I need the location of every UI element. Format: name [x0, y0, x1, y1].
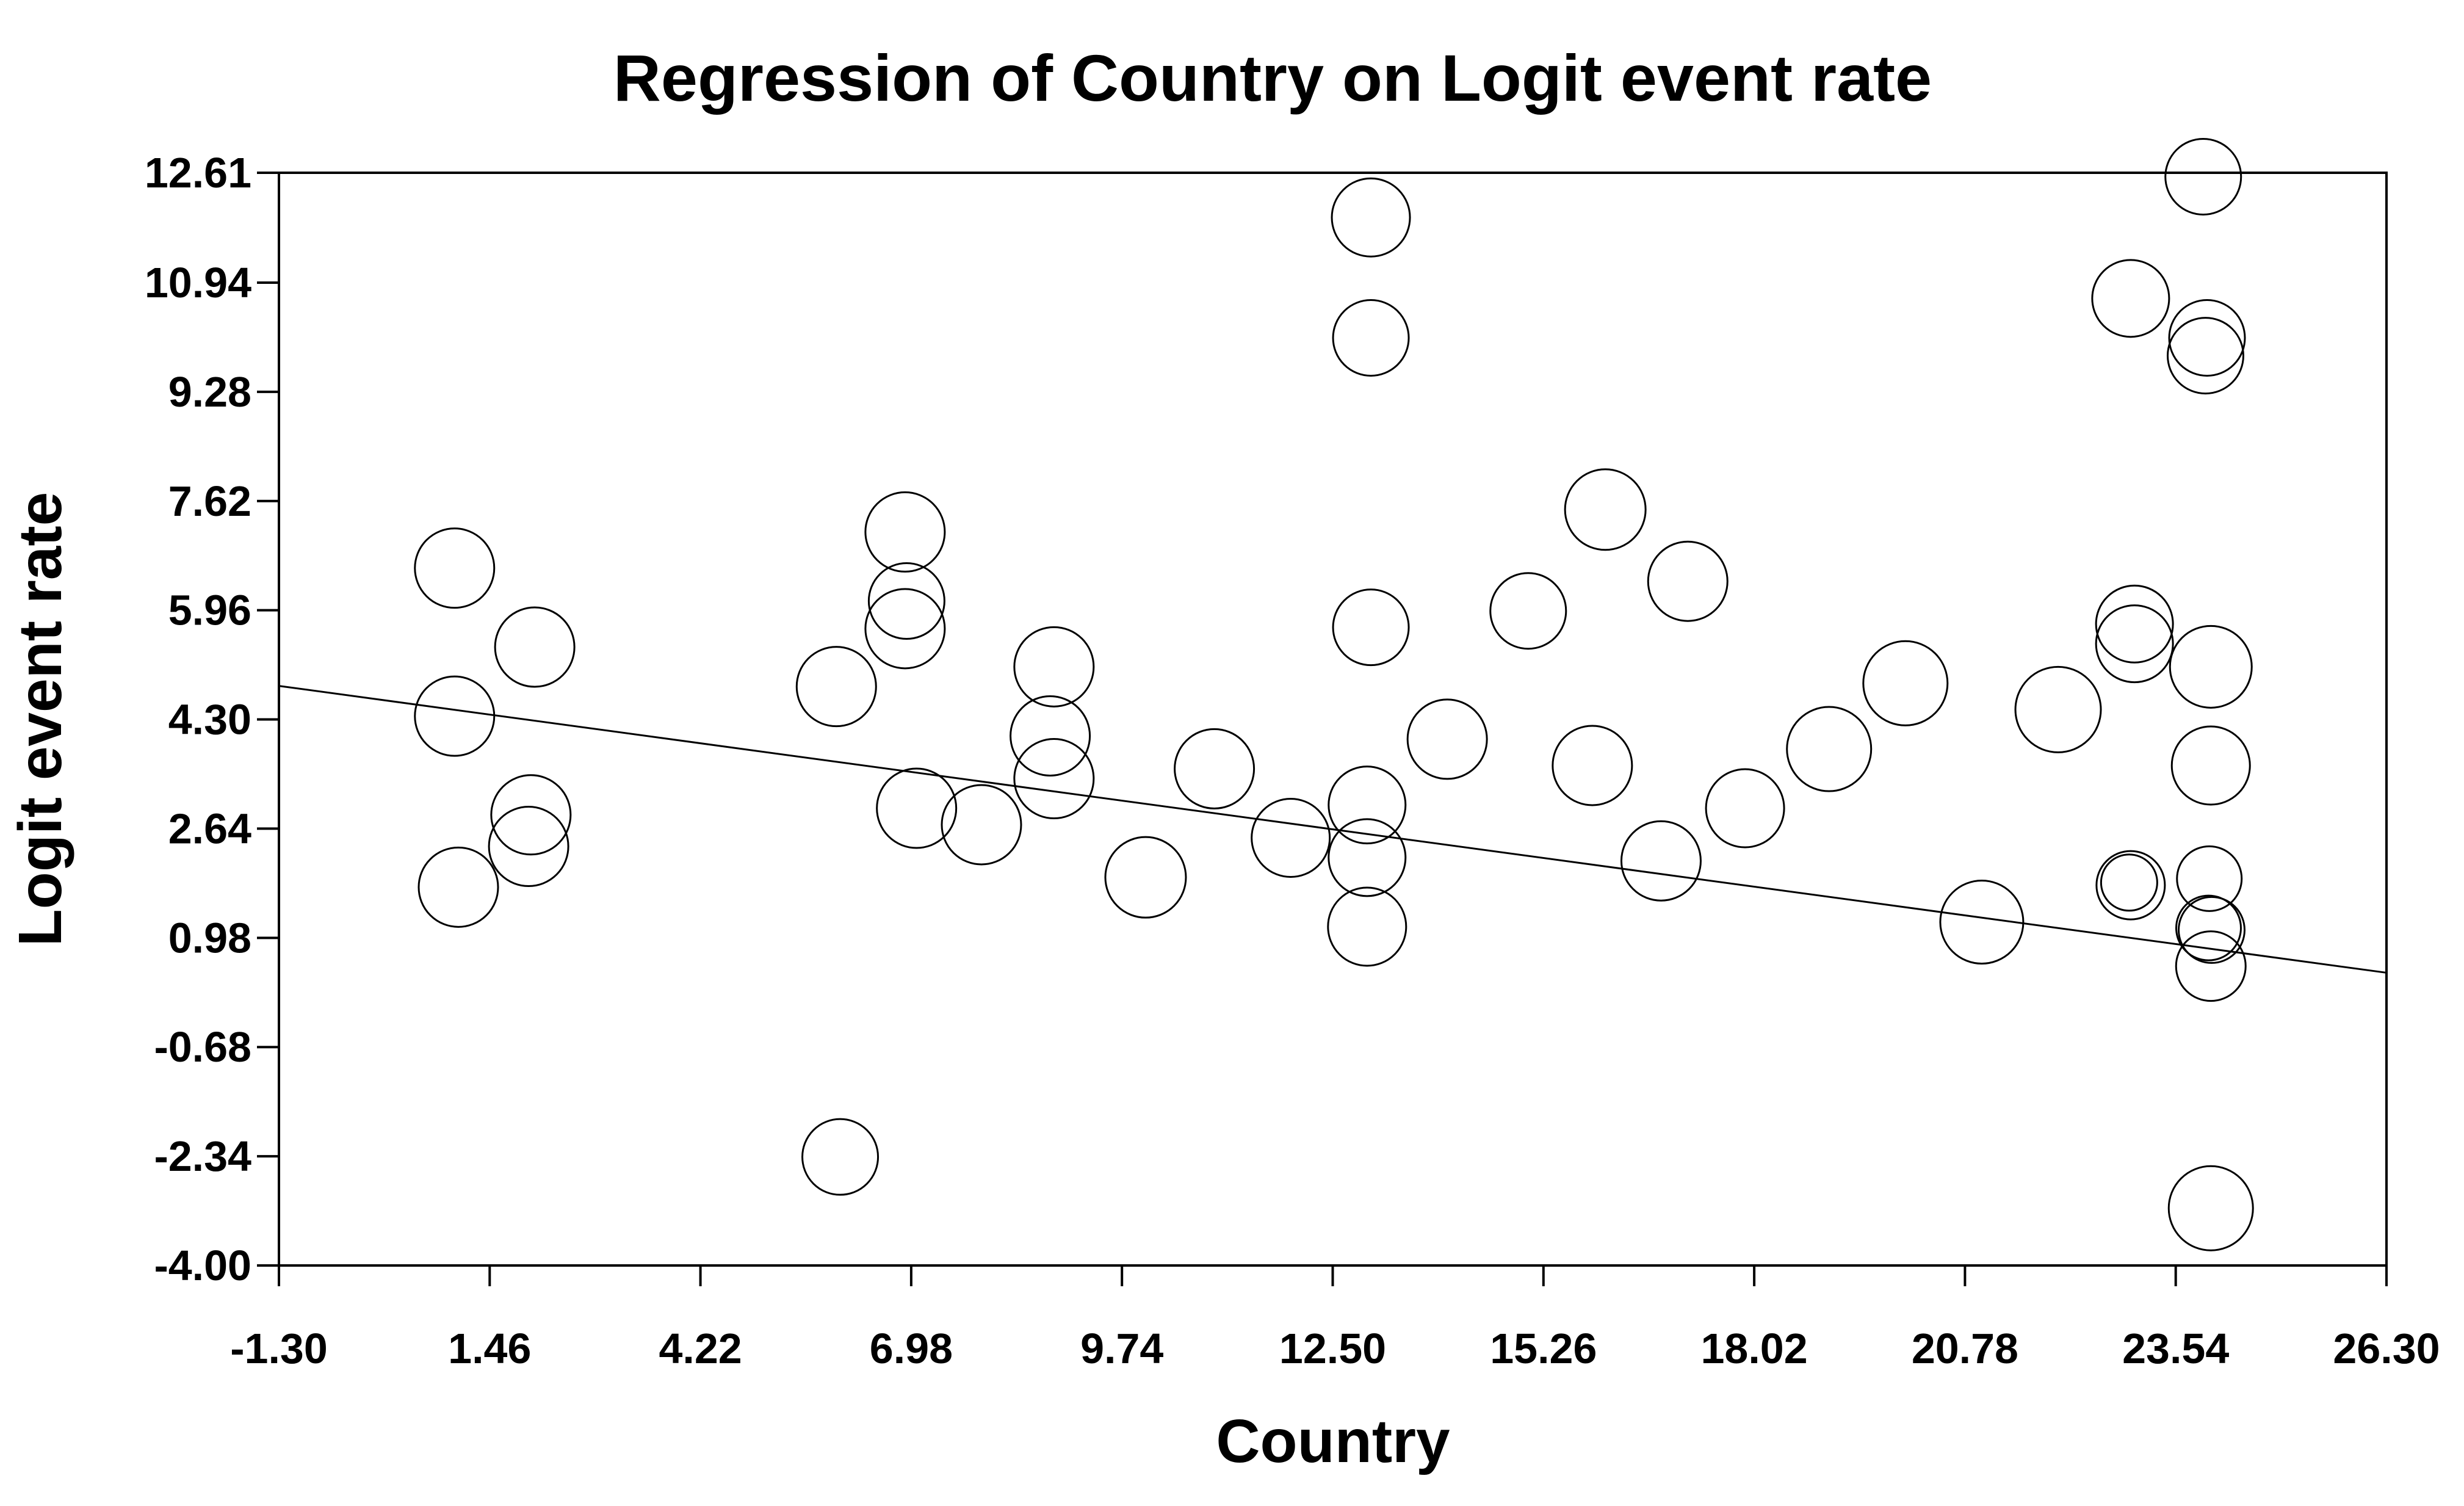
data-point	[1104, 836, 1187, 919]
data-point	[1552, 725, 1633, 806]
chart-title: Regression of Country on Logit event rat…	[613, 41, 1932, 115]
data-point	[864, 588, 946, 670]
data-point	[2095, 584, 2174, 664]
data-point	[1705, 768, 1785, 849]
data-point	[2095, 604, 2174, 684]
data-point	[414, 675, 496, 757]
data-point	[417, 846, 499, 928]
data-point	[488, 806, 569, 888]
data-point	[1332, 299, 1410, 377]
data-point	[1013, 738, 1095, 820]
data-point	[2095, 850, 2166, 921]
data-point	[2164, 137, 2242, 215]
data-point	[1489, 572, 1567, 650]
x-tick-label: 20.78	[1912, 1325, 2018, 1372]
x-axis-tick-labels: -1.30 1.46 4.22 6.98 9.74 12.50 15.26 18.02 20.7…	[230, 1325, 2440, 1372]
data-point	[1406, 698, 1488, 780]
data-point	[1327, 886, 1407, 967]
y-tick-label: 9.28	[168, 368, 251, 416]
data-point	[1647, 540, 1729, 622]
data-point	[2166, 317, 2244, 395]
y-tick-label: -2.34	[154, 1132, 251, 1180]
data-point	[1331, 177, 1411, 258]
data-point	[801, 1118, 880, 1196]
data-point	[867, 562, 945, 640]
data-point	[1862, 640, 1949, 726]
data-point	[1939, 879, 2025, 965]
data-point	[1332, 588, 1410, 667]
data-point	[1251, 798, 1331, 878]
data-point	[1786, 706, 1873, 792]
y-axis-tick-labels: 12.61 10.94 9.28 7.62 5.96 4.30 2.64 0.98 -0.68 -…	[145, 149, 251, 1289]
data-point	[414, 527, 496, 609]
y-tick-label: 5.96	[168, 587, 251, 634]
x-tick-label: 12.50	[1279, 1325, 1386, 1372]
data-point	[795, 646, 877, 728]
x-tick-label: 1.46	[448, 1325, 531, 1372]
data-point	[2178, 896, 2246, 964]
data-point	[2169, 624, 2253, 709]
y-axis-ticks	[257, 172, 279, 1267]
data-point	[876, 767, 958, 849]
x-tick-label: 6.98	[870, 1325, 953, 1372]
data-point	[2175, 930, 2247, 1002]
data-point	[1564, 468, 1647, 551]
data-point	[2167, 1165, 2254, 1251]
y-tick-label: 4.30	[168, 696, 251, 744]
data-points	[414, 137, 2254, 1251]
data-point	[1328, 766, 1407, 845]
data-point	[1620, 820, 1702, 902]
data-point	[2091, 259, 2170, 338]
x-tick-label: 15.26	[1490, 1325, 1597, 1372]
y-axis-title: Logit event rate	[6, 492, 74, 947]
y-tick-label: 12.61	[145, 149, 251, 197]
x-axis-ticks	[278, 1265, 2388, 1286]
y-tick-label: 2.64	[168, 805, 251, 852]
x-tick-label: 9.74	[1080, 1325, 1163, 1372]
data-point	[1013, 626, 1095, 708]
y-tick-label: -4.00	[154, 1242, 251, 1289]
y-tick-label: 10.94	[145, 259, 251, 306]
x-tick-label: 18.02	[1701, 1325, 1808, 1372]
data-point	[1010, 695, 1091, 777]
data-point	[2100, 853, 2158, 912]
x-tick-label: 26.30	[2333, 1325, 2440, 1372]
data-point	[494, 606, 576, 688]
x-tick-label: 23.54	[2122, 1325, 2229, 1372]
y-tick-label: 0.98	[168, 914, 251, 961]
data-point	[941, 784, 1022, 866]
y-tick-label: 7.62	[168, 477, 251, 525]
data-point	[1328, 818, 1407, 897]
data-point	[2168, 299, 2246, 377]
x-axis-title: Country	[1216, 1407, 1450, 1475]
y-tick-label: -0.68	[154, 1023, 251, 1071]
data-point	[2176, 845, 2243, 912]
data-point	[490, 774, 572, 856]
data-point	[2175, 894, 2242, 961]
regression-line	[278, 685, 2387, 974]
data-point	[2014, 665, 2102, 753]
x-tick-label: -1.30	[230, 1325, 328, 1372]
data-point	[1174, 728, 1255, 809]
data-point	[2170, 725, 2251, 806]
x-tick-label: 4.22	[659, 1325, 742, 1372]
data-point	[864, 491, 946, 573]
